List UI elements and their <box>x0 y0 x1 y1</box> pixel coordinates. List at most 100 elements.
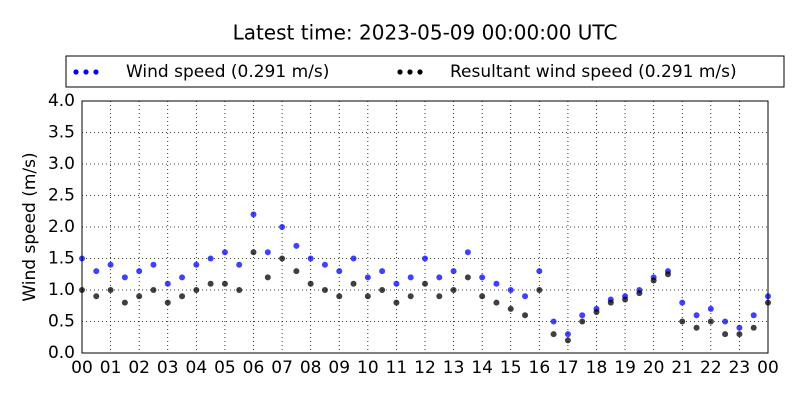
data-point <box>536 287 543 293</box>
y-tick-label: 3.5 <box>48 123 75 143</box>
data-point <box>593 309 600 316</box>
y-tick-label: 2.5 <box>48 186 75 206</box>
data-point <box>693 312 700 319</box>
data-point <box>550 318 557 325</box>
data-point <box>479 274 486 281</box>
x-tick-label: 00 <box>71 358 93 378</box>
data-point <box>664 271 671 278</box>
legend-marker <box>417 69 423 75</box>
data-point <box>750 312 757 319</box>
x-tick-label: 23 <box>729 358 751 378</box>
data-point <box>236 287 243 293</box>
x-tick-label: 13 <box>443 358 465 378</box>
data-point <box>136 293 143 300</box>
data-point <box>321 287 328 293</box>
y-tick-label: 4.0 <box>48 91 75 111</box>
data-point <box>507 287 514 293</box>
y-tick-label: 1.5 <box>48 249 75 269</box>
data-point <box>450 287 457 293</box>
legend-label: Resultant wind speed (0.291 m/s) <box>450 62 737 82</box>
data-point <box>650 277 657 284</box>
x-tick-label: 00 <box>757 358 779 378</box>
data-point <box>307 255 314 262</box>
data-point <box>307 280 314 287</box>
legend-marker <box>93 69 99 75</box>
data-point <box>479 293 486 300</box>
data-point <box>107 287 114 293</box>
x-tick-label: 12 <box>414 358 436 378</box>
data-point <box>707 318 714 325</box>
x-tick-label: 07 <box>271 358 293 378</box>
data-point <box>193 287 200 293</box>
x-tick-label: 01 <box>100 358 122 378</box>
legend-marker <box>83 69 89 75</box>
data-point <box>93 268 100 275</box>
x-tick-label: 06 <box>243 358 265 378</box>
data-point <box>493 280 500 287</box>
data-point <box>207 280 214 287</box>
data-point <box>607 299 614 306</box>
y-tick-label: 0.0 <box>48 343 75 363</box>
data-point <box>693 324 700 331</box>
data-point <box>150 287 157 293</box>
data-point <box>207 255 214 262</box>
data-point <box>722 318 729 325</box>
data-point <box>136 268 143 275</box>
data-point <box>264 274 271 281</box>
data-point <box>579 312 586 319</box>
x-tick-label: 03 <box>157 358 179 378</box>
data-point <box>279 255 286 262</box>
data-point <box>464 249 471 256</box>
y-tick-label: 3.0 <box>48 154 75 174</box>
data-point <box>293 268 300 275</box>
legend-label: Wind speed (0.291 m/s) <box>126 62 329 82</box>
legend-marker <box>73 69 79 75</box>
data-point <box>450 268 457 275</box>
data-point <box>722 331 729 338</box>
data-point <box>150 261 157 268</box>
data-point <box>93 293 100 300</box>
data-point <box>250 249 257 256</box>
data-point <box>436 293 443 300</box>
data-point <box>522 293 529 300</box>
chart-title: Latest time: 2023-05-09 00:00:00 UTC <box>233 21 618 45</box>
data-point <box>679 318 686 325</box>
data-point <box>236 261 243 268</box>
data-point <box>164 299 171 306</box>
legend-marker <box>397 69 403 75</box>
x-tick-label: 10 <box>357 358 379 378</box>
x-tick-label: 05 <box>214 358 236 378</box>
x-tick-label: 02 <box>128 358 150 378</box>
data-point <box>221 249 228 256</box>
data-point <box>393 280 400 287</box>
data-point <box>393 299 400 306</box>
x-tick-label: 22 <box>700 358 722 378</box>
data-point <box>622 296 629 303</box>
data-point <box>179 274 186 281</box>
data-point <box>707 305 714 312</box>
x-tick-label: 04 <box>186 358 208 378</box>
x-tick-label: 16 <box>529 358 551 378</box>
x-tick-label: 08 <box>300 358 322 378</box>
data-point <box>350 280 357 287</box>
data-point <box>522 312 529 319</box>
data-point <box>407 274 414 281</box>
data-point <box>407 293 414 300</box>
x-tick-label: 18 <box>586 358 608 378</box>
data-point <box>221 280 228 287</box>
legend-marker <box>407 69 413 75</box>
data-point <box>464 274 471 281</box>
data-point <box>579 318 586 325</box>
x-tick-label: 11 <box>386 358 408 378</box>
plot-frame <box>81 100 769 354</box>
data-point <box>179 293 186 300</box>
data-point <box>364 274 371 281</box>
data-point <box>107 261 114 268</box>
x-tick-label: 19 <box>614 358 636 378</box>
data-point <box>379 287 386 293</box>
data-point <box>493 299 500 306</box>
x-tick-label: 09 <box>328 358 350 378</box>
data-point <box>636 290 643 297</box>
y-axis-label: Wind speed (m/s) <box>20 152 40 301</box>
data-point <box>321 261 328 268</box>
